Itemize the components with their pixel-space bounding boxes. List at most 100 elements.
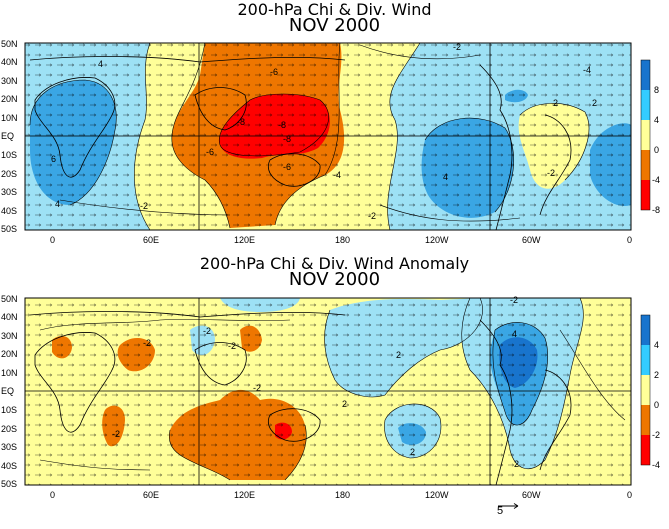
top-panel-title: 200-hPa Chi & Div. Wind <box>237 0 432 19</box>
contour-label: 4 <box>55 199 60 209</box>
contour-label: -2 <box>228 341 236 351</box>
contour-label: -2 <box>253 383 261 393</box>
contour-label: 6 <box>51 154 56 164</box>
bottom-gridlines <box>25 298 631 485</box>
lon-label: 0 <box>50 235 55 245</box>
lon-label: 0 <box>50 490 55 500</box>
lat-label: 10S <box>1 405 17 415</box>
bottom-panel-title: 200-hPa Chi & Div. Wind Anomaly <box>199 254 470 273</box>
contour-label: -6 <box>283 162 291 172</box>
lon-label: 120E <box>234 235 255 245</box>
lat-label: 50N <box>1 39 18 49</box>
lat-label: 50S <box>1 224 17 234</box>
lat-label: 20N <box>1 94 18 104</box>
lat-label: 50N <box>1 294 18 304</box>
top-map-panel: 8 4 0 -4 -8 50N 40N 30N 20N 10N EQ 10S 2… <box>1 39 660 245</box>
top-colorbar-tick: -8 <box>652 205 660 215</box>
top-lon-labels: 0 60E 120E 180 120W 60W 0 <box>50 235 632 245</box>
contour-label: -2 <box>368 211 376 221</box>
top-colorbar-swatch-2 <box>641 90 650 120</box>
lat-label: 30S <box>1 187 17 197</box>
lat-label: 30N <box>1 76 18 86</box>
lat-label: 50S <box>1 479 17 489</box>
lon-label: 60E <box>143 235 159 245</box>
lon-label: 60E <box>143 490 159 500</box>
top-panel-date: NOV 2000 <box>288 15 381 36</box>
contour-label: -2 <box>510 295 518 305</box>
reference-vector-arrow <box>498 503 519 509</box>
reference-vector-label: 5 <box>497 505 504 517</box>
top-colorbar-swatch-3 <box>641 120 650 150</box>
lat-label: 40S <box>1 206 17 216</box>
bottom-colorbar-swatch-1 <box>641 315 650 345</box>
bottom-colorbar-swatch-2 <box>641 345 650 375</box>
bottom-lat-labels: 50N 40N 30N 20N 10N EQ 10S 20S 30S 40S 5… <box>1 294 18 489</box>
contour-label: 4 <box>443 172 448 182</box>
lon-label: 120W <box>425 235 449 245</box>
contour-label: 2 <box>410 447 415 457</box>
lat-label: 10N <box>1 113 18 123</box>
contour-label: 2 <box>592 98 597 108</box>
bottom-colorbar-swatch-3 <box>641 375 650 405</box>
contour-label: -4 <box>333 170 341 180</box>
top-colorbar: 8 4 0 -4 -8 <box>640 59 660 215</box>
top-colorbar-swatch-1 <box>641 60 650 90</box>
lat-label: EQ <box>1 131 14 141</box>
bottom-colorbar-swatch-5 <box>641 435 650 465</box>
lat-label: EQ <box>1 386 14 396</box>
contour-label: -2 <box>143 338 151 348</box>
top-gridlines <box>25 43 631 230</box>
lon-label: 60W <box>522 235 541 245</box>
bottom-colorbar-swatch-4 <box>641 405 650 435</box>
lon-label: 120W <box>425 490 449 500</box>
lat-label: 10S <box>1 150 17 160</box>
top-map-frame <box>24 42 632 231</box>
contour-label: -8 <box>283 134 291 144</box>
contour-label: -2 <box>140 201 148 211</box>
top-colorbar-swatch-5 <box>641 180 650 210</box>
contour-label: 2 <box>553 98 558 108</box>
lon-label: 180 <box>335 490 350 500</box>
top-lat-labels: 50N 40N 30N 20N 10N EQ 10S 20S 30S 40S 5… <box>1 39 18 234</box>
bottom-contour-labels: -2 -2 -2 -2 2 4 -2 2 2 2 -2 <box>112 295 519 469</box>
lat-label: 40N <box>1 57 18 67</box>
lat-label: 20S <box>1 169 17 179</box>
contour-label: -4 <box>583 65 591 75</box>
contour-label: 2 <box>342 399 347 409</box>
lat-label: 30S <box>1 442 17 452</box>
lat-label: 40N <box>1 312 18 322</box>
top-colorbar-tick: 8 <box>654 85 659 95</box>
top-colorbar-tick: 4 <box>654 115 659 125</box>
contour-label: -6 <box>206 147 214 157</box>
bottom-lon-labels: 0 60E 120E 180 120W 60W 0 <box>50 490 632 500</box>
contour-label: -8 <box>237 117 245 127</box>
contour-label: -6 <box>270 67 278 77</box>
bottom-colorbar-tick: -2 <box>652 430 660 440</box>
lat-label: 20N <box>1 349 18 359</box>
lon-label: 180 <box>335 235 350 245</box>
contour-label: -2 <box>112 429 120 439</box>
contour-label: 4 <box>98 59 103 69</box>
top-colorbar-tick: -4 <box>652 175 660 185</box>
contour-label: -8 <box>278 120 286 130</box>
bottom-map-panel: 4 2 0 -2 -4 50N 40N 30N 20N 10N EQ 10S 2… <box>1 294 660 500</box>
lon-label: 0 <box>627 235 632 245</box>
contour-label: -2 <box>547 168 555 178</box>
contour-label: -2 <box>453 42 461 52</box>
contour-label: 4 <box>512 329 517 339</box>
lat-label: 20S <box>1 424 17 434</box>
bottom-panel-date: NOV 2000 <box>288 269 381 290</box>
top-colorbar-swatch-4 <box>641 150 650 180</box>
lon-label: 60W <box>522 490 541 500</box>
bottom-map-frame <box>24 297 632 486</box>
top-contour-labels: -6 -8 -8 -8 -6 -4 -6 -2 -2 4 6 4 -2 -2 2… <box>51 42 597 221</box>
lon-label: 0 <box>627 490 632 500</box>
contour-label: 2 <box>514 459 519 469</box>
contour-label: 2 <box>396 350 401 360</box>
bottom-colorbar-tick: 2 <box>654 370 659 380</box>
bottom-colorbar-tick: 0 <box>654 400 659 410</box>
contour-label: -2 <box>203 326 211 336</box>
lon-label: 120E <box>234 490 255 500</box>
bottom-colorbar-tick: -4 <box>652 460 660 470</box>
